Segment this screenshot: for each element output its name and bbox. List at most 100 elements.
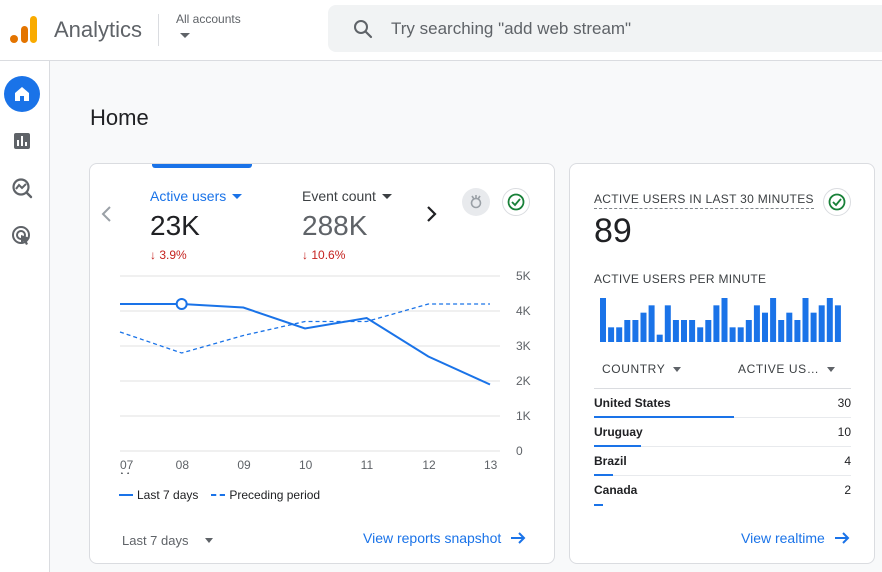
x-tick-label: 10 [299, 458, 313, 472]
minute-bar [818, 305, 825, 342]
table-row[interactable]: Brazil 4 [594, 447, 851, 476]
active-users-value: 10 [837, 425, 851, 439]
metric-label: Active users [150, 188, 270, 204]
minute-bar [656, 334, 663, 342]
data-quality-check-button[interactable] [502, 188, 530, 216]
date-range-select[interactable]: Last 7 days [122, 529, 232, 551]
metric-value: 288K [302, 210, 368, 241]
table-row[interactable]: Canada 2 [594, 476, 851, 506]
x-tick-label: 11 [361, 458, 374, 472]
overview-card: Active users 23K ↓ 3.9% Event count 288K… [89, 163, 555, 564]
page-title: Home [90, 105, 149, 130]
active-users-value: 4 [844, 454, 851, 468]
minute-bar [810, 312, 817, 342]
share-bar [594, 445, 641, 447]
divider [594, 388, 851, 389]
country-name: Uruguay [594, 425, 643, 439]
caret-down-icon [381, 193, 392, 199]
view-reports-snapshot-link[interactable]: View reports snapshot [363, 530, 526, 546]
legend-item: Last 7 days [137, 488, 199, 502]
realtime-title[interactable]: ACTIVE USERS IN LAST 30 MINUTES [594, 192, 814, 209]
minute-bar [600, 298, 606, 342]
minute-bar [745, 320, 752, 342]
realtime-card: ACTIVE USERS IN LAST 30 MINUTES 89 ACTIV… [569, 163, 875, 564]
divider [158, 14, 159, 46]
minute-bar [664, 305, 671, 342]
metric-label-text: Active users [150, 188, 227, 204]
app-title: Analytics [54, 17, 143, 42]
home-icon [15, 87, 29, 101]
account-picker[interactable]: All accounts [176, 12, 286, 48]
country-name: United States [594, 396, 671, 410]
explore-icon [12, 178, 33, 199]
minute-bar [737, 327, 744, 342]
table-row[interactable]: United States 30 [594, 389, 851, 418]
y-tick-label: 0 [516, 444, 523, 458]
selected-tab-indicator [152, 164, 252, 168]
arrow-down-icon: ↓ [302, 248, 308, 262]
caret-down-icon [673, 366, 682, 372]
x-tick-label: 09 [237, 458, 251, 472]
chevron-left-icon[interactable] [99, 204, 115, 224]
search-bar[interactable] [328, 5, 882, 52]
minute-bar [826, 298, 833, 342]
caret-down-icon [180, 33, 190, 38]
check-circle-icon [828, 193, 846, 211]
minute-bar [624, 320, 631, 342]
sidebar [0, 61, 50, 572]
minute-bar [794, 320, 801, 342]
sidebar-item-home[interactable] [4, 76, 40, 112]
minute-bar [834, 305, 841, 342]
column-header-active-users[interactable]: ACTIVE US… [738, 362, 836, 376]
insights-icon [470, 195, 482, 209]
metric-delta: ↓ 10.6% [302, 248, 422, 262]
column-header-text: COUNTRY [602, 362, 666, 376]
sidebar-item-explore[interactable] [4, 170, 40, 206]
series-line [119, 303, 490, 354]
column-header-text: ACTIVE US… [738, 362, 820, 376]
minute-bar [753, 305, 760, 342]
delta-value: 3.9% [159, 248, 187, 262]
minute-bar [616, 327, 623, 342]
series-line [120, 303, 491, 386]
date-range-value: Last 7 days [122, 532, 189, 548]
analytics-logo-icon[interactable] [9, 14, 37, 44]
arrow-right-icon [511, 532, 526, 544]
sidebar-item-reports[interactable] [4, 123, 40, 159]
minute-bar [802, 298, 809, 342]
data-quality-check-button[interactable] [823, 188, 851, 216]
caret-down-icon [204, 537, 213, 543]
minute-bar [705, 320, 712, 342]
minute-bar [632, 320, 639, 342]
legend-item: Preceding period [229, 488, 321, 502]
metric-event-count[interactable]: Event count 288K ↓ 10.6% [302, 188, 422, 268]
view-realtime-link[interactable]: View realtime [741, 530, 850, 546]
chevron-right-icon[interactable] [423, 204, 439, 224]
realtime-count: 89 [594, 212, 632, 250]
insights-button[interactable] [462, 188, 490, 216]
sidebar-item-advertising[interactable] [4, 218, 40, 254]
minute-bar [608, 327, 615, 342]
y-tick-label: 3K [516, 339, 531, 353]
share-bar [594, 504, 604, 506]
minute-bar [689, 320, 696, 342]
link-text: View reports snapshot [363, 530, 502, 546]
arrow-right-icon [834, 532, 850, 544]
advertising-icon [12, 226, 30, 245]
metric-value: 23K [150, 210, 200, 241]
x-tick-label: 12 [422, 458, 436, 472]
check-circle-icon [507, 193, 525, 211]
y-tick-label: 1K [516, 409, 531, 423]
legend-solid-line-icon [119, 494, 133, 496]
table-row[interactable]: Uruguay 10 [594, 418, 851, 447]
search-input[interactable] [391, 17, 871, 41]
minute-bar [697, 327, 704, 342]
metric-active-users[interactable]: Active users 23K ↓ 3.9% [150, 188, 270, 268]
caret-down-icon [232, 193, 243, 199]
minute-bar [770, 298, 777, 342]
metric-label: Event count [302, 188, 422, 204]
country-name: Canada [594, 483, 638, 497]
column-header-country[interactable]: COUNTRY [602, 362, 682, 376]
delta-value: 10.6% [311, 248, 346, 262]
x-tick-label: 13 [484, 458, 498, 472]
